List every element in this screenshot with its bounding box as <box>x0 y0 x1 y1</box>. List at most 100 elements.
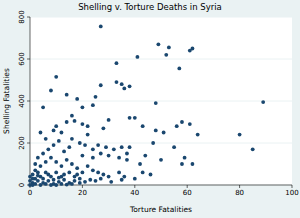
y-tick <box>27 59 30 60</box>
point <box>70 114 74 118</box>
y-tick <box>27 17 30 18</box>
point <box>96 143 100 147</box>
x-tick-label: 40 <box>130 189 139 197</box>
point <box>36 156 40 160</box>
point <box>81 154 85 158</box>
point <box>151 141 155 145</box>
point <box>46 147 50 151</box>
x-tick-label: 0 <box>28 189 32 197</box>
point <box>115 80 119 84</box>
point <box>62 173 66 177</box>
point <box>175 124 179 128</box>
y-tick-label: 400 <box>18 94 26 107</box>
point <box>133 116 137 120</box>
point <box>41 152 45 156</box>
y-axis-label: Shelling Fatalities <box>2 68 11 134</box>
point <box>67 171 71 175</box>
x-tick-label: 20 <box>78 189 87 197</box>
point <box>65 158 69 162</box>
point <box>78 177 82 181</box>
x-tick <box>239 185 240 188</box>
point <box>91 156 95 160</box>
x-tick <box>187 185 188 188</box>
point <box>44 182 48 186</box>
point <box>115 61 119 65</box>
point <box>96 171 100 175</box>
point <box>70 137 74 141</box>
point <box>54 75 58 79</box>
background <box>0 0 300 218</box>
point <box>154 129 158 133</box>
point <box>60 131 64 135</box>
y-tick-label: 600 <box>18 52 26 65</box>
point <box>41 177 45 181</box>
point <box>128 116 132 120</box>
grid-line <box>30 59 292 60</box>
point <box>107 175 111 179</box>
point <box>49 183 53 187</box>
point <box>65 93 69 97</box>
point <box>180 120 184 124</box>
point <box>54 183 58 187</box>
point <box>75 97 79 101</box>
point <box>44 137 48 141</box>
point <box>54 171 58 175</box>
point <box>65 120 69 124</box>
point <box>191 162 195 166</box>
point <box>109 180 113 184</box>
point <box>49 156 53 160</box>
point <box>104 145 108 149</box>
point <box>86 133 90 137</box>
point <box>112 147 116 151</box>
point <box>122 87 126 91</box>
point <box>57 139 61 143</box>
points <box>28 25 265 187</box>
x-tick <box>292 185 293 188</box>
point <box>81 122 85 126</box>
point <box>122 175 126 179</box>
plot-area <box>30 17 292 185</box>
point <box>251 147 255 151</box>
point <box>107 154 111 158</box>
point <box>78 181 82 185</box>
point <box>128 84 132 88</box>
point <box>83 143 87 147</box>
point <box>54 124 58 128</box>
point <box>52 143 56 147</box>
point <box>162 131 166 135</box>
point <box>101 173 105 177</box>
y-tick-label: 200 <box>18 136 26 149</box>
x-tick-label: 60 <box>183 189 192 197</box>
x-tick-label: 80 <box>235 189 244 197</box>
point <box>49 89 53 93</box>
point <box>73 175 77 179</box>
point <box>52 178 56 182</box>
point <box>188 122 192 126</box>
point <box>99 83 103 87</box>
grid-line <box>30 17 292 18</box>
x-tick <box>134 185 135 188</box>
title: Shelling v. Torture Deaths in Syria <box>78 2 222 12</box>
point <box>62 150 66 154</box>
point <box>154 101 158 105</box>
point <box>167 46 171 50</box>
point <box>117 156 121 160</box>
grid-line <box>30 101 292 102</box>
point <box>159 158 163 162</box>
point <box>91 103 95 107</box>
point <box>120 178 124 182</box>
point <box>88 178 92 182</box>
point <box>41 105 45 109</box>
point <box>128 145 132 149</box>
point <box>164 53 168 57</box>
point <box>94 95 98 99</box>
point <box>70 182 74 186</box>
point <box>57 176 61 180</box>
point <box>125 152 129 156</box>
point <box>44 160 48 164</box>
point <box>133 177 137 181</box>
point <box>120 82 124 86</box>
point <box>107 118 111 122</box>
point <box>60 164 64 168</box>
point <box>141 124 145 128</box>
